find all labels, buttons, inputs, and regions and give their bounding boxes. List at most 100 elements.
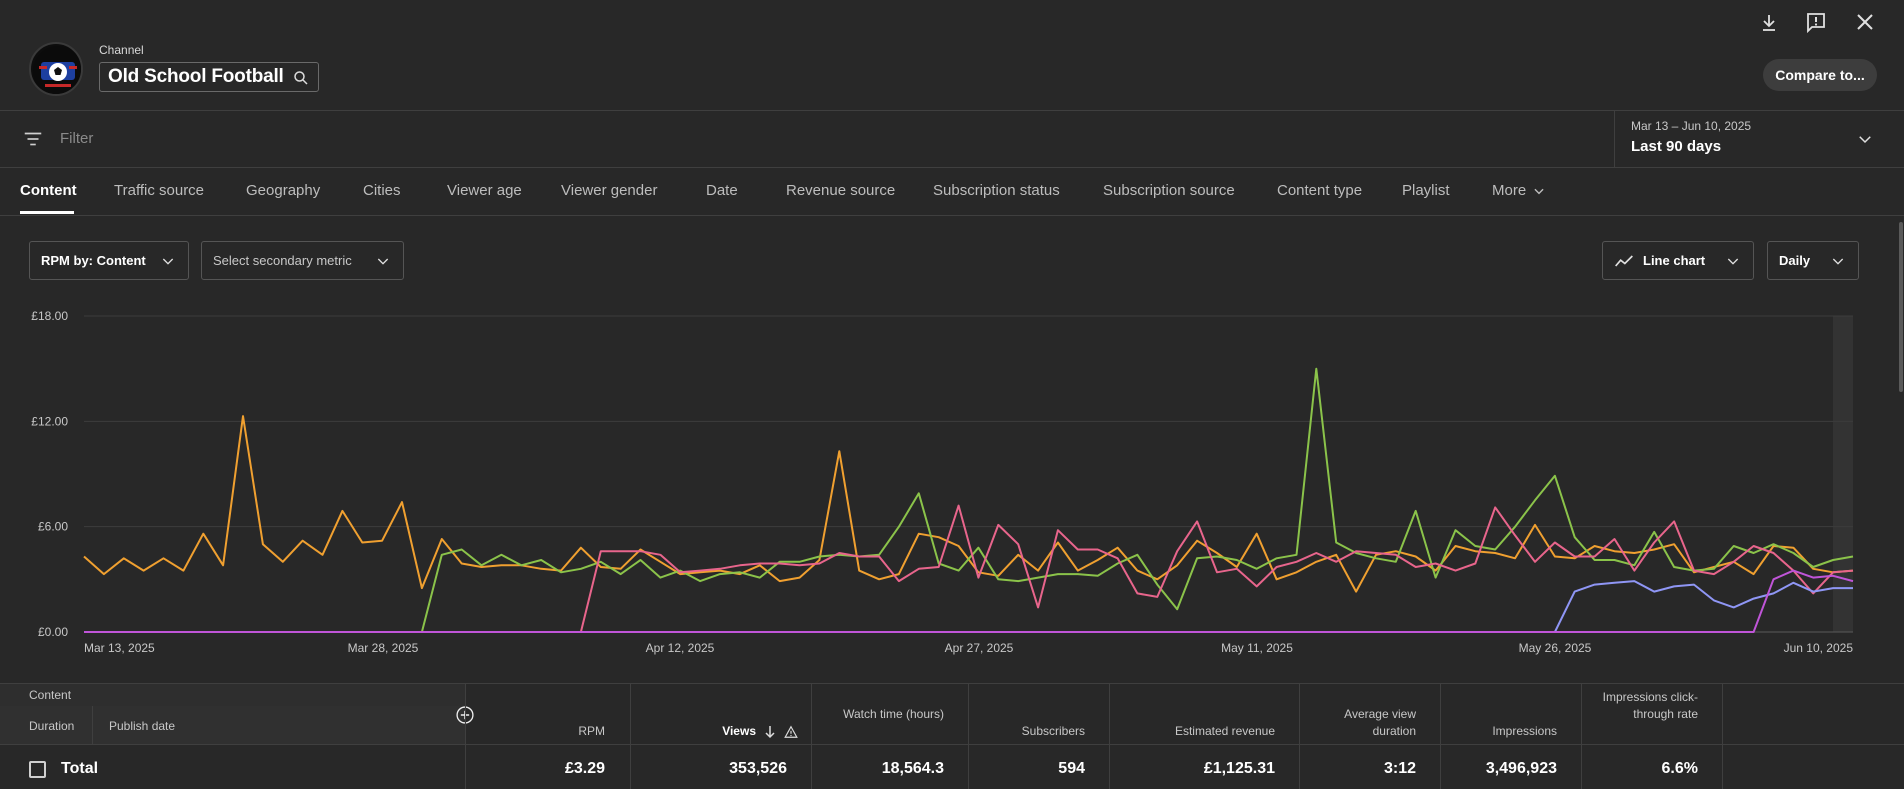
tab-geography[interactable]: Geography xyxy=(246,182,321,199)
close-icon[interactable] xyxy=(1853,10,1877,34)
channel-label: Channel xyxy=(99,43,144,57)
series-line-4 xyxy=(84,580,1853,633)
content-column-header: Content xyxy=(29,688,72,702)
divider xyxy=(0,744,1904,745)
granularity-label: Daily xyxy=(1779,253,1811,268)
filter-input[interactable]: Filter xyxy=(60,130,94,147)
x-tick-label: Mar 28, 2025 xyxy=(348,641,419,655)
series-line-3 xyxy=(84,504,1854,633)
tab-more-label: More xyxy=(1492,182,1527,199)
divider xyxy=(0,167,1904,168)
channel-avatar xyxy=(29,42,83,96)
tab-date[interactable]: Date xyxy=(706,182,738,199)
content-header-bg xyxy=(0,684,466,706)
total-impressions-ctr: 6.6% xyxy=(1661,760,1698,777)
y-tick-label: £6.00 xyxy=(38,520,68,534)
arrow-down-icon xyxy=(765,725,775,738)
estimated-revenue-column-header[interactable]: Estimated revenue xyxy=(1174,724,1275,738)
active-tab-indicator xyxy=(20,211,74,214)
y-tick-label: £12.00 xyxy=(31,414,68,428)
hover-band xyxy=(1833,316,1853,632)
chevron-down-icon xyxy=(377,258,389,265)
duration-column-header[interactable]: Duration xyxy=(29,719,75,733)
date-range-selector[interactable] xyxy=(1614,111,1904,167)
chevron-down-icon xyxy=(1534,188,1544,194)
tab-cities[interactable]: Cities xyxy=(363,182,401,199)
total-estimated-revenue: £1,125.31 xyxy=(1203,760,1275,777)
secondary-metric-label: Select secondary metric xyxy=(213,253,352,268)
divider xyxy=(1722,683,1723,789)
series-line-5 xyxy=(84,569,1854,633)
secondary-metric-dropdown[interactable]: Select secondary metric xyxy=(201,241,404,280)
subscribers-column-header[interactable]: Subscribers xyxy=(1021,724,1085,738)
total-avg-view-duration: 3:12 xyxy=(1383,760,1416,777)
views-header-label: Views xyxy=(722,724,756,738)
rpm-line-chart[interactable]: £0.00 £6.00 £12.00 £18.00 Mar 13, 2025 Mar 28… xyxy=(0,300,1904,670)
y-tick-label: £0.00 xyxy=(38,625,68,639)
divider xyxy=(1299,683,1300,789)
channel-selector[interactable]: Old School Football xyxy=(99,62,319,92)
total-views: 353,526 xyxy=(729,760,787,777)
x-tick-label: May 26, 2025 xyxy=(1519,641,1592,655)
chevron-down-icon xyxy=(1832,258,1844,265)
total-rpm: £3.29 xyxy=(564,760,605,777)
divider xyxy=(1109,683,1110,789)
date-range-label: Last 90 days xyxy=(1631,138,1722,155)
divider xyxy=(465,683,466,789)
download-icon[interactable] xyxy=(1757,10,1781,34)
tab-playlist[interactable]: Playlist xyxy=(1402,182,1450,199)
divider xyxy=(0,215,1904,216)
divider xyxy=(1440,683,1441,789)
avg-view-duration-column-header[interactable]: Average view duration xyxy=(1344,707,1416,738)
divider xyxy=(0,110,1904,111)
tab-traffic-source[interactable]: Traffic source xyxy=(114,182,205,199)
tab-revenue-source[interactable]: Revenue source xyxy=(786,182,896,199)
channel-name: Old School Football xyxy=(108,66,284,87)
metric-dropdown[interactable]: RPM by: Content xyxy=(29,241,189,280)
rpm-column-header[interactable]: RPM xyxy=(578,724,605,738)
filter-icon[interactable] xyxy=(22,128,44,150)
divider xyxy=(811,683,812,789)
tab-content[interactable]: Content xyxy=(20,182,77,199)
tab-more[interactable]: More xyxy=(1492,182,1546,199)
chevron-down-icon xyxy=(162,258,174,265)
divider xyxy=(92,706,93,744)
compare-button[interactable]: Compare to... xyxy=(1763,59,1877,91)
scrollbar[interactable] xyxy=(1899,222,1903,392)
impressions-ctr-column-header[interactable]: Impressions click-through rate xyxy=(1602,690,1698,721)
y-tick-label: £18.00 xyxy=(31,309,68,323)
divider xyxy=(1581,683,1582,789)
tab-subscription-status[interactable]: Subscription status xyxy=(933,182,1060,199)
metric-dropdown-label: RPM by: Content xyxy=(41,253,146,268)
series-line-2 xyxy=(84,367,1854,633)
warning-icon[interactable] xyxy=(784,725,798,739)
tab-subscription-source[interactable]: Subscription source xyxy=(1103,182,1235,199)
feedback-icon[interactable] xyxy=(1804,10,1828,34)
divider xyxy=(0,683,1904,684)
publish-date-column-header[interactable]: Publish date xyxy=(109,719,176,733)
x-tick-label: Mar 13, 2025 xyxy=(84,641,155,655)
chart-type-label: Line chart xyxy=(1643,253,1706,268)
total-row-checkbox[interactable] xyxy=(29,761,46,778)
line-chart-icon xyxy=(1615,254,1633,267)
x-tick-label: Apr 12, 2025 xyxy=(646,641,715,655)
tab-content-type[interactable]: Content type xyxy=(1277,182,1363,199)
impressions-column-header[interactable]: Impressions xyxy=(1492,724,1557,738)
tab-viewer-gender[interactable]: Viewer gender xyxy=(561,182,658,199)
chevron-down-icon[interactable] xyxy=(1856,130,1874,148)
x-tick-label: Apr 27, 2025 xyxy=(945,641,1014,655)
tab-viewer-age[interactable]: Viewer age xyxy=(447,182,522,199)
granularity-dropdown[interactable]: Daily xyxy=(1767,241,1859,280)
divider xyxy=(968,683,969,789)
total-row-label: Total xyxy=(61,760,99,777)
chevron-down-icon xyxy=(1727,258,1739,265)
date-range-text: Mar 13 – Jun 10, 2025 xyxy=(1631,119,1752,133)
watch-time-column-header[interactable]: Watch time (hours) xyxy=(843,707,944,721)
total-impressions: 3,496,923 xyxy=(1485,760,1557,777)
search-icon[interactable] xyxy=(292,69,310,87)
total-watch-time: 18,564.3 xyxy=(881,760,944,777)
views-column-header[interactable]: Views xyxy=(631,723,798,740)
sub-header-bg xyxy=(0,706,466,744)
chart-type-dropdown[interactable]: Line chart xyxy=(1602,241,1754,280)
series-line-1 xyxy=(83,415,1854,593)
